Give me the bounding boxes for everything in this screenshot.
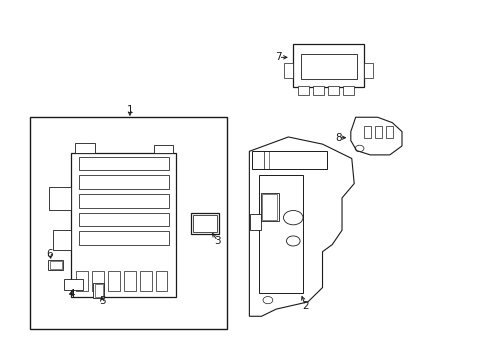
Bar bbox=[190, 213, 219, 234]
Text: 5: 5 bbox=[99, 296, 105, 306]
Bar bbox=[48, 260, 63, 270]
Bar bbox=[154, 145, 172, 153]
Bar bbox=[284, 63, 293, 78]
Bar bbox=[93, 283, 104, 298]
Bar bbox=[30, 117, 227, 329]
Bar bbox=[262, 194, 276, 220]
Text: 2: 2 bbox=[302, 301, 308, 311]
Bar bbox=[92, 271, 104, 291]
Bar bbox=[250, 214, 261, 230]
Bar bbox=[71, 153, 176, 297]
Text: 3: 3 bbox=[214, 236, 221, 246]
Bar bbox=[95, 284, 102, 297]
Text: 7: 7 bbox=[275, 52, 282, 62]
Bar bbox=[259, 175, 303, 293]
Text: 1: 1 bbox=[126, 105, 133, 115]
Bar bbox=[328, 86, 338, 95]
Bar bbox=[193, 215, 216, 232]
Bar bbox=[363, 63, 372, 78]
Bar bbox=[79, 157, 168, 170]
Bar bbox=[75, 143, 95, 153]
Bar bbox=[76, 271, 88, 291]
Bar bbox=[343, 86, 353, 95]
Bar bbox=[79, 194, 168, 208]
Bar bbox=[260, 193, 279, 221]
Bar bbox=[313, 86, 324, 95]
Bar bbox=[53, 230, 71, 250]
Bar bbox=[64, 279, 82, 291]
Bar bbox=[293, 44, 363, 87]
Bar bbox=[108, 271, 120, 291]
Bar bbox=[50, 261, 61, 269]
Bar bbox=[364, 126, 370, 138]
Bar bbox=[300, 54, 356, 79]
Bar bbox=[155, 271, 167, 291]
Bar bbox=[374, 126, 381, 138]
Bar bbox=[385, 126, 392, 138]
Bar bbox=[49, 187, 71, 211]
Bar bbox=[123, 271, 136, 291]
Bar bbox=[140, 271, 151, 291]
Bar bbox=[79, 213, 168, 226]
Bar bbox=[298, 86, 308, 95]
Text: 4: 4 bbox=[68, 289, 75, 299]
Text: 6: 6 bbox=[46, 248, 53, 258]
Bar bbox=[79, 175, 168, 189]
Bar bbox=[251, 150, 327, 169]
Text: 8: 8 bbox=[335, 133, 341, 143]
Bar bbox=[79, 231, 168, 245]
